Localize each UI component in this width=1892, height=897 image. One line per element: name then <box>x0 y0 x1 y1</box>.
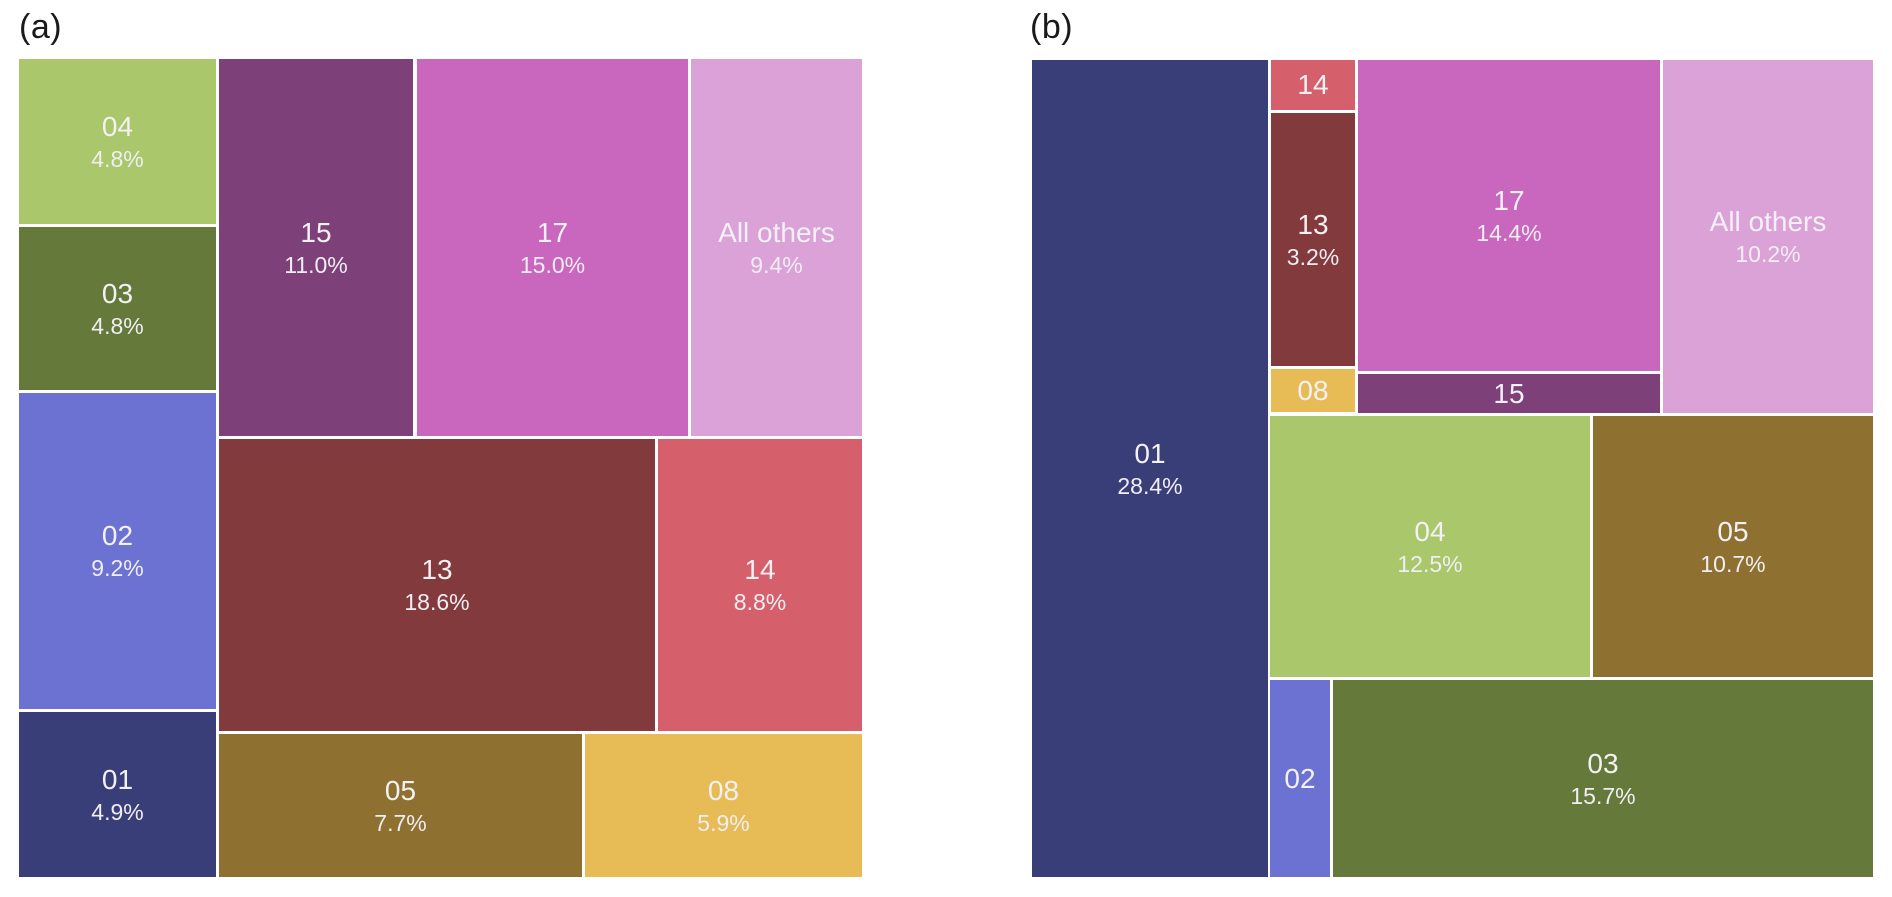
treemap-cell-a-all-others: All others 9.4% <box>691 59 862 436</box>
treemap-cell-a-01: 01 4.9% <box>19 712 216 877</box>
cell-pct-label: 28.4% <box>1117 472 1183 499</box>
cell-pct-label: 15.0% <box>519 251 586 278</box>
treemap-cell-b-14: 14 <box>1271 60 1355 110</box>
treemap-cell-b-05: 05 10.7% <box>1593 416 1873 677</box>
cell-id-label: 08 <box>1297 374 1329 406</box>
treemap-cell-a-03: 03 4.8% <box>19 227 216 390</box>
treemap-cell-a-02: 02 9.2% <box>19 393 216 709</box>
cell-id-label: 08 <box>707 774 740 806</box>
cell-id-label: 04 <box>101 110 134 142</box>
cell-id-label: 17 <box>1493 184 1525 216</box>
cell-id-label: 13 <box>1297 208 1329 240</box>
cell-id-label: All others <box>1709 205 1827 237</box>
cell-id-label: 05 <box>384 774 417 806</box>
treemap-cell-b-08: 08 <box>1271 369 1355 412</box>
cell-id-label: 14 <box>744 554 776 586</box>
cell-id-label: 04 <box>1414 515 1446 547</box>
treemap-cell-a-17: 17 15.0% <box>417 59 688 436</box>
cell-pct-label: 11.0% <box>284 251 348 278</box>
treemap-cell-b-04: 04 12.5% <box>1270 416 1590 677</box>
treemap-panel-a: 04 4.8% 03 4.8% 02 9.2% 01 4.9% 15 11.0% 17 15.0% Al… <box>19 59 862 877</box>
cell-pct-label: 4.9% <box>91 798 144 825</box>
cell-pct-label: 7.7% <box>374 809 427 836</box>
cell-pct-label: 10.7% <box>1700 550 1766 577</box>
treemap-cell-b-01: 01 28.4% <box>1032 60 1268 877</box>
treemap-cell-b-13: 13 3.2% <box>1271 113 1355 366</box>
cell-id-label: 03 <box>1587 747 1619 779</box>
cell-pct-label: 9.2% <box>91 555 144 582</box>
cell-pct-label: 15.7% <box>1570 782 1636 809</box>
cell-id-label: 03 <box>101 277 134 309</box>
cell-id-label: 05 <box>1717 515 1749 547</box>
treemap-cell-b-15: 15 <box>1358 374 1660 413</box>
cell-id-label: 02 <box>101 520 134 552</box>
cell-pct-label: 5.9% <box>697 809 750 836</box>
treemap-cell-a-05: 05 7.7% <box>219 734 582 877</box>
cell-pct-label: 9.4% <box>750 251 803 278</box>
cell-id-label: 15 <box>300 216 332 248</box>
treemap-cell-a-13: 13 18.6% <box>219 439 655 731</box>
cell-pct-label: 3.2% <box>1286 243 1340 270</box>
cell-id-label: 14 <box>1297 69 1329 101</box>
treemap-cell-b-02: 02 <box>1270 680 1330 877</box>
cell-id-label: 01 <box>1134 437 1166 469</box>
cell-id-label: 17 <box>536 216 569 248</box>
cell-pct-label: 8.8% <box>733 589 787 616</box>
treemap-cell-b-17: 17 14.4% <box>1358 60 1660 371</box>
cell-id-label: All others <box>718 216 835 248</box>
panel-label-b: (b) <box>1030 8 1074 46</box>
cell-pct-label: 4.8% <box>91 312 144 339</box>
treemap-cell-a-14: 14 8.8% <box>658 439 862 731</box>
cell-id-label: 13 <box>421 554 453 586</box>
treemap-cell-b-all-others: All others 10.2% <box>1663 60 1873 413</box>
cell-pct-label: 14.4% <box>1476 219 1542 246</box>
cell-id-label: 01 <box>101 763 134 795</box>
cell-pct-label: 18.6% <box>404 589 470 616</box>
treemap-cell-a-08: 08 5.9% <box>585 734 862 877</box>
treemap-panel-b: 01 28.4% 14 13 3.2% 08 17 14.4% 15 All others 10.2… <box>1032 60 1873 877</box>
treemap-cell-a-04: 04 4.8% <box>19 59 216 224</box>
cell-pct-label: 10.2% <box>1735 240 1801 267</box>
cell-pct-label: 4.8% <box>91 145 144 172</box>
cell-pct-label: 12.5% <box>1397 550 1463 577</box>
cell-id-label: 15 <box>1493 377 1525 409</box>
cell-id-label: 02 <box>1284 762 1316 794</box>
treemap-cell-a-15: 15 11.0% <box>219 59 413 436</box>
treemap-cell-b-03: 03 15.7% <box>1333 680 1873 877</box>
panel-label-a: (a) <box>19 8 63 46</box>
